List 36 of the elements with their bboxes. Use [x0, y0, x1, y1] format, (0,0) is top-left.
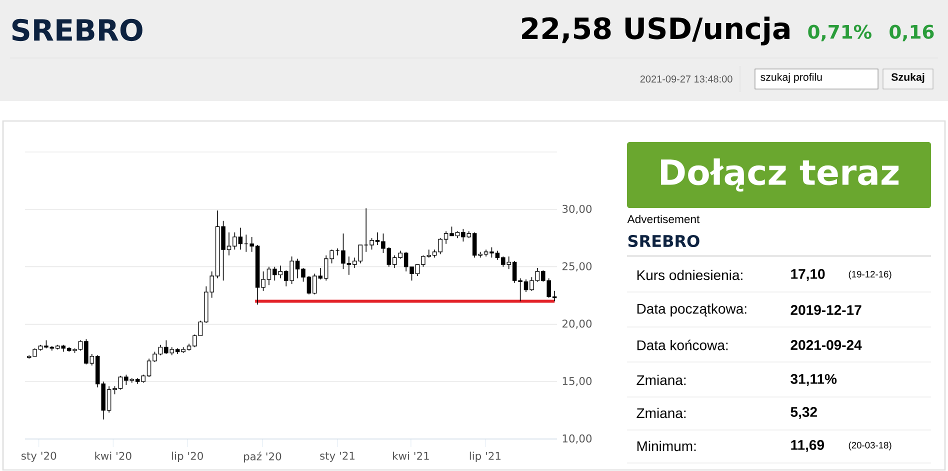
x-tick-label: lip '21 [470, 452, 501, 462]
text: Zmiana: [636, 375, 686, 386]
text: Data początkowa: [637, 304, 746, 317]
y-tick-label: 30,00 [562, 204, 592, 214]
text: Data końcowa: [637, 340, 728, 350]
text: 2019-12-17 [790, 305, 862, 316]
y-tick-label: 15,00 [562, 377, 592, 386]
x-tick-label: kwi '20 [95, 452, 132, 460]
text: 5,32 [790, 407, 817, 420]
text: 0,71% [808, 24, 872, 42]
text: Advertisement [627, 215, 700, 224]
text: 22,58 USD/uncja [522, 16, 790, 46]
y-tick-label: 25,00 [562, 262, 592, 272]
y-tick-label: 10,00 [562, 434, 592, 444]
text: Szukaj [891, 73, 924, 84]
text: 0,16 [890, 24, 934, 42]
text: 11,69 [791, 440, 824, 452]
text: Zmiana: [636, 408, 686, 418]
x-tick-label: kwi '21 [393, 452, 429, 460]
x-tick-label: lip '20 [172, 452, 203, 462]
text: 17,10 [791, 269, 825, 282]
text: Kurs odniesienia: [637, 270, 742, 280]
text: 31,11% [790, 374, 837, 386]
text: 2021-09-27 13:48:00 [640, 76, 732, 83]
text: SREBRO [628, 235, 700, 248]
x-tick-label: paź '20 [244, 452, 282, 463]
text: (20-03-18) [848, 442, 892, 451]
y-tick-label: 20,00 [562, 320, 592, 329]
text: (19-12-16) [848, 270, 892, 280]
text: Dołącz teraz [660, 158, 899, 192]
text: szukaj profilu [760, 73, 822, 84]
chart-title: SREBRO [12, 19, 142, 42]
text: 2021-09-24 [790, 340, 862, 350]
x-tick-label: sty '21 [320, 452, 354, 462]
x-tick-label: sty '20 [21, 452, 56, 462]
text: Minimum: [637, 441, 696, 452]
